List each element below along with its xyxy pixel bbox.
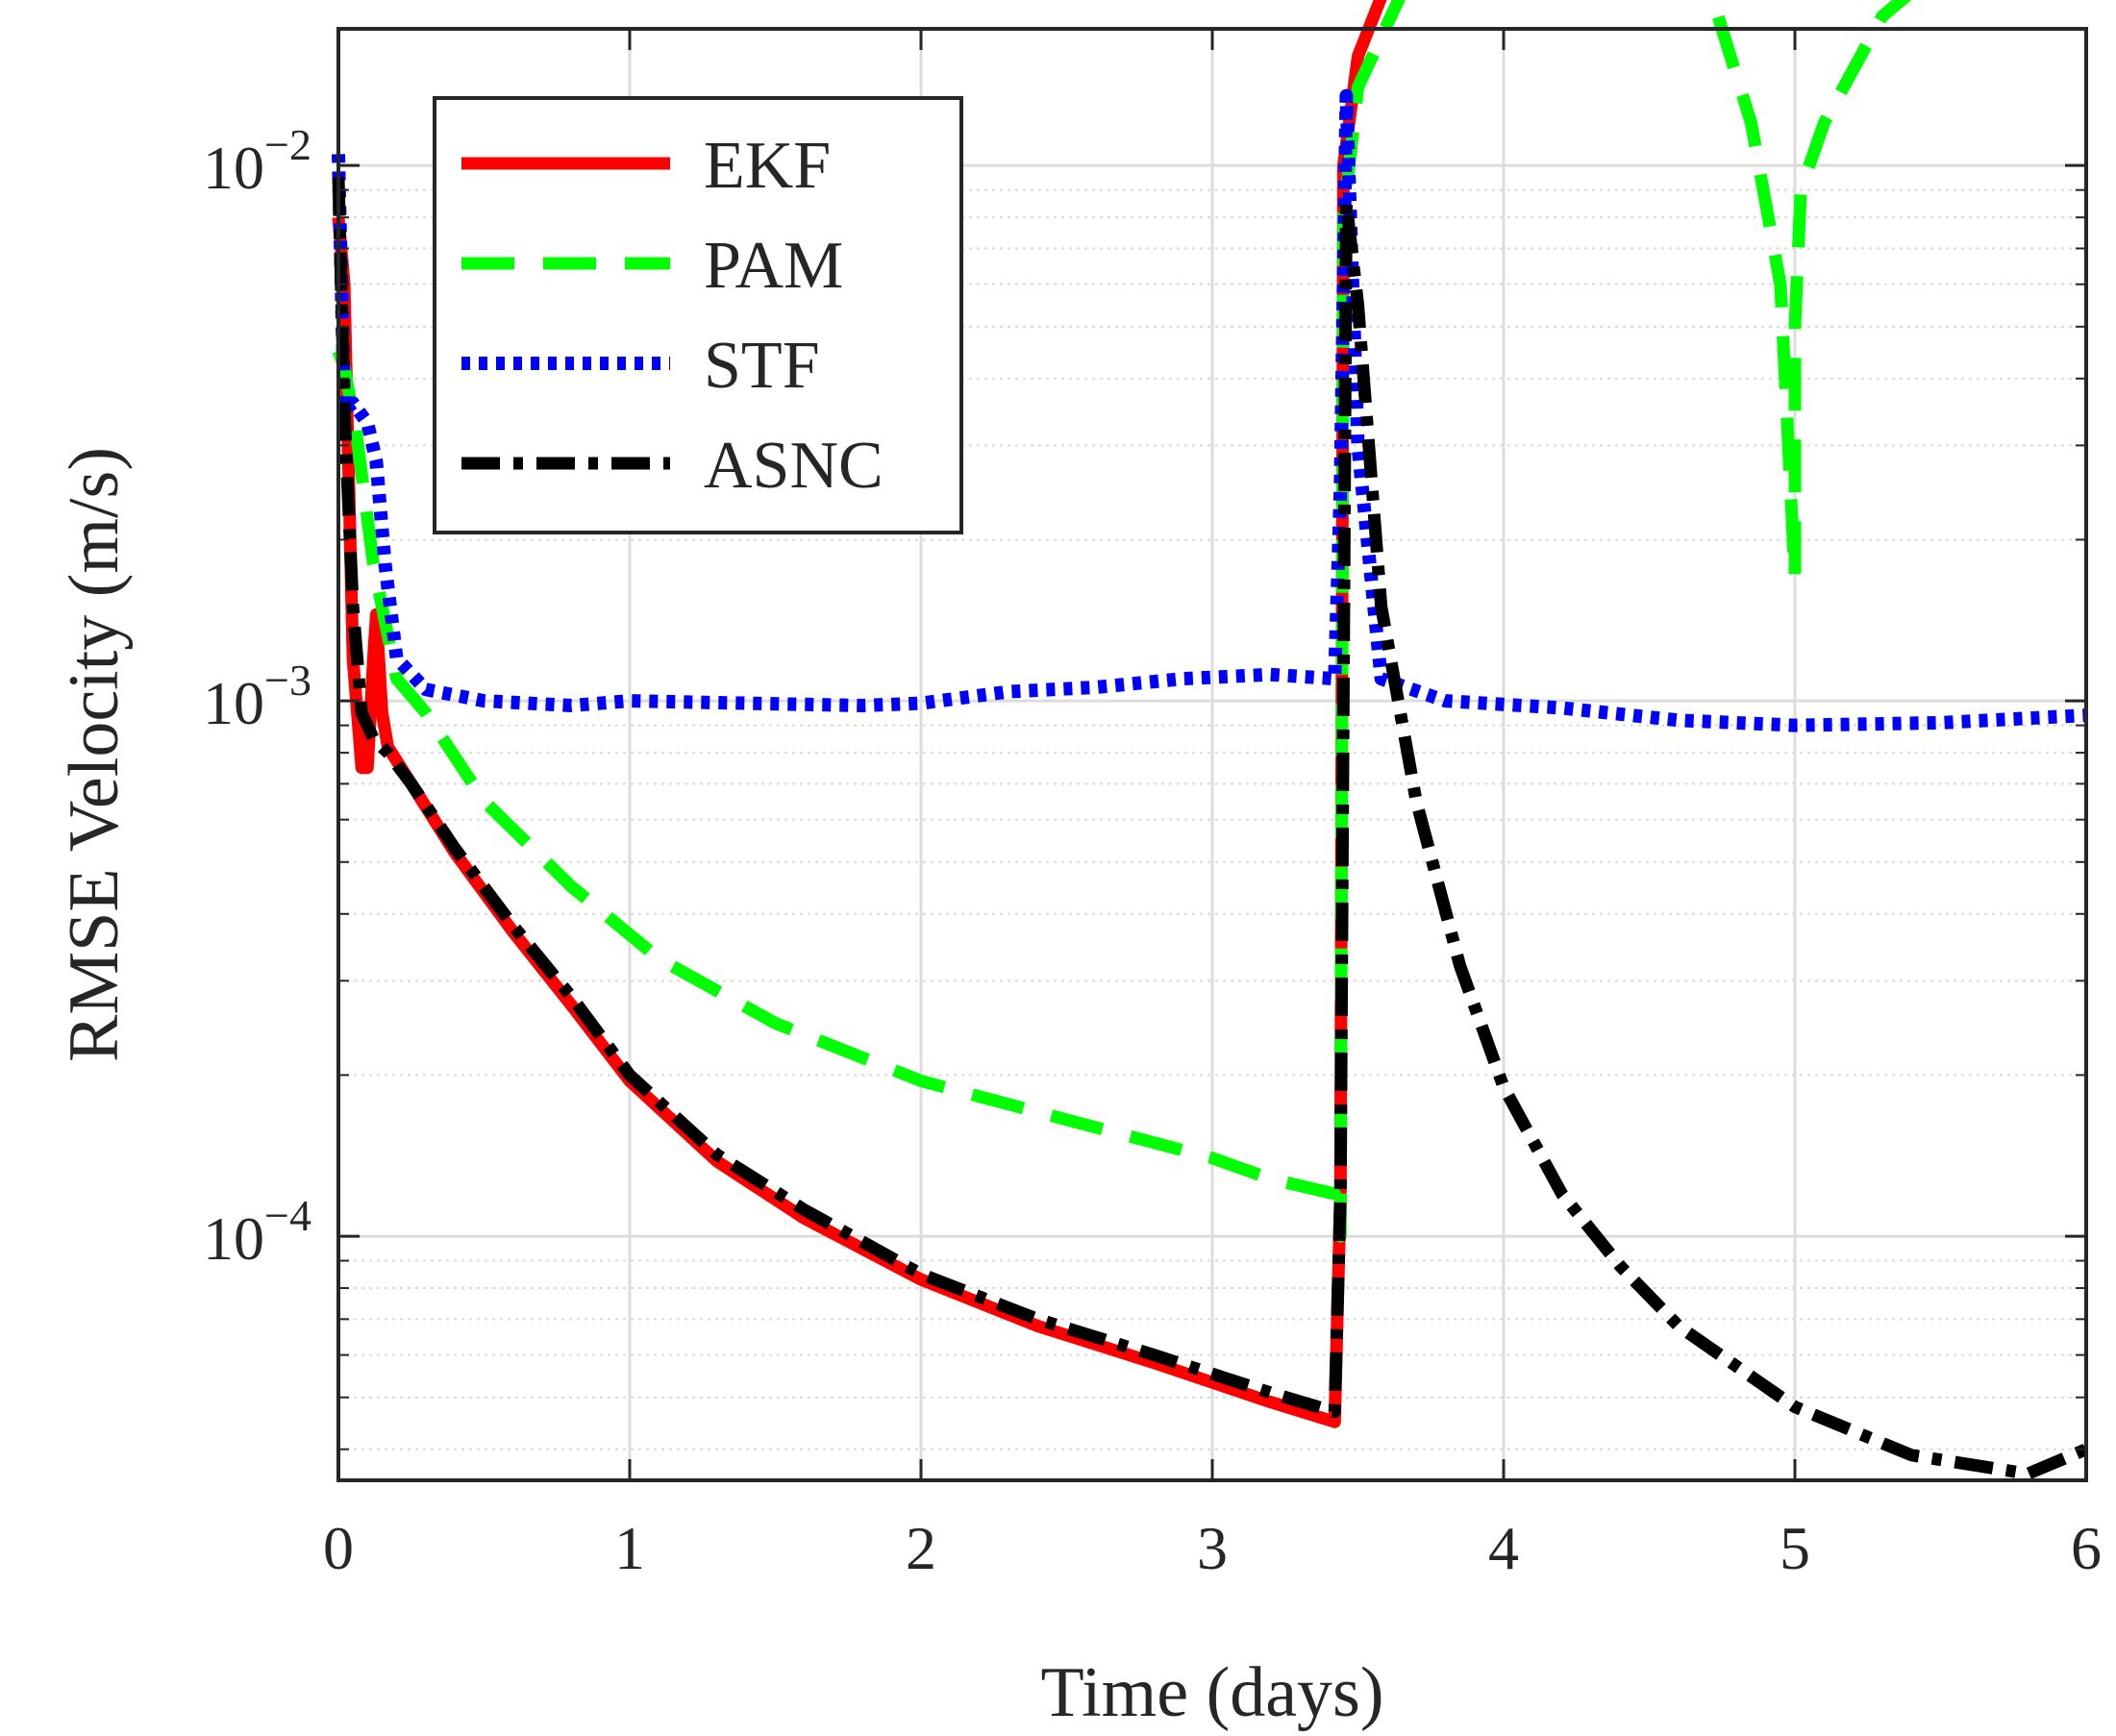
y-tick-label: 10−4 <box>203 1191 311 1273</box>
legend-entries: EKF PAM STF ASNC <box>461 129 884 503</box>
tick-marks <box>336 29 2088 1480</box>
y-tick-label-exponent: −3 <box>264 656 311 705</box>
series-line-stf <box>332 88 2087 732</box>
legend-label: ASNC <box>704 429 884 503</box>
x-tick-label: 2 <box>906 1514 936 1582</box>
series-line-asnc <box>332 177 2089 1480</box>
x-axis-label: Time (days) <box>1041 1653 1384 1731</box>
x-tick-label: 3 <box>1197 1514 1228 1582</box>
y-tick-labels: 10−410−310−2 <box>203 120 311 1273</box>
legend: EKF PAM STF ASNC <box>433 96 963 534</box>
y-tick-label-exponent: −2 <box>264 120 311 169</box>
y-tick-label-exponent: −4 <box>264 1191 311 1240</box>
legend-entry-ekf: EKF <box>461 129 831 203</box>
legend-entry-asnc: ASNC <box>461 429 884 503</box>
x-tick-label: 1 <box>614 1514 645 1582</box>
x-tick-label: 5 <box>1780 1514 1810 1582</box>
legend-entry-pam: PAM <box>461 229 843 303</box>
legend-label: STF <box>704 329 820 403</box>
series-line-ekf <box>332 0 1387 1428</box>
y-tick-label-base: 10 <box>203 1204 264 1273</box>
y-tick-label-base: 10 <box>203 134 264 202</box>
x-tick-labels: 0 1 2 3 4 5 6 <box>323 1514 2102 1582</box>
legend-entry-stf: STF <box>461 329 820 403</box>
y-tick-label: 10−3 <box>203 656 311 737</box>
legend-label: EKF <box>704 129 831 203</box>
plot-series <box>332 0 2089 1480</box>
y-tick-label: 10−2 <box>203 120 311 202</box>
legend-label: PAM <box>704 229 843 303</box>
y-axis-label: RMSE Velocity (m/s) <box>55 447 134 1062</box>
x-tick-label: 6 <box>2071 1514 2102 1582</box>
x-tick-label: 0 <box>323 1514 354 1582</box>
y-tick-label-base: 10 <box>203 669 264 737</box>
x-tick-label: 4 <box>1488 1514 1519 1582</box>
